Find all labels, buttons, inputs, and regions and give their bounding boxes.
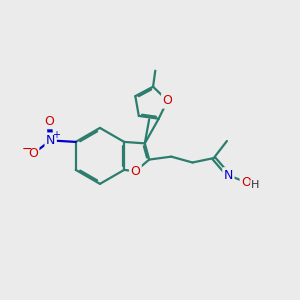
Text: −: − bbox=[21, 143, 32, 156]
Text: +: + bbox=[52, 130, 60, 140]
Text: N: N bbox=[46, 134, 56, 147]
Text: N: N bbox=[224, 169, 233, 182]
Text: O: O bbox=[44, 115, 54, 128]
Text: O: O bbox=[130, 165, 140, 178]
Text: H: H bbox=[251, 181, 259, 190]
Text: O: O bbox=[163, 94, 172, 107]
Text: O: O bbox=[241, 176, 251, 189]
Text: O: O bbox=[28, 147, 38, 160]
